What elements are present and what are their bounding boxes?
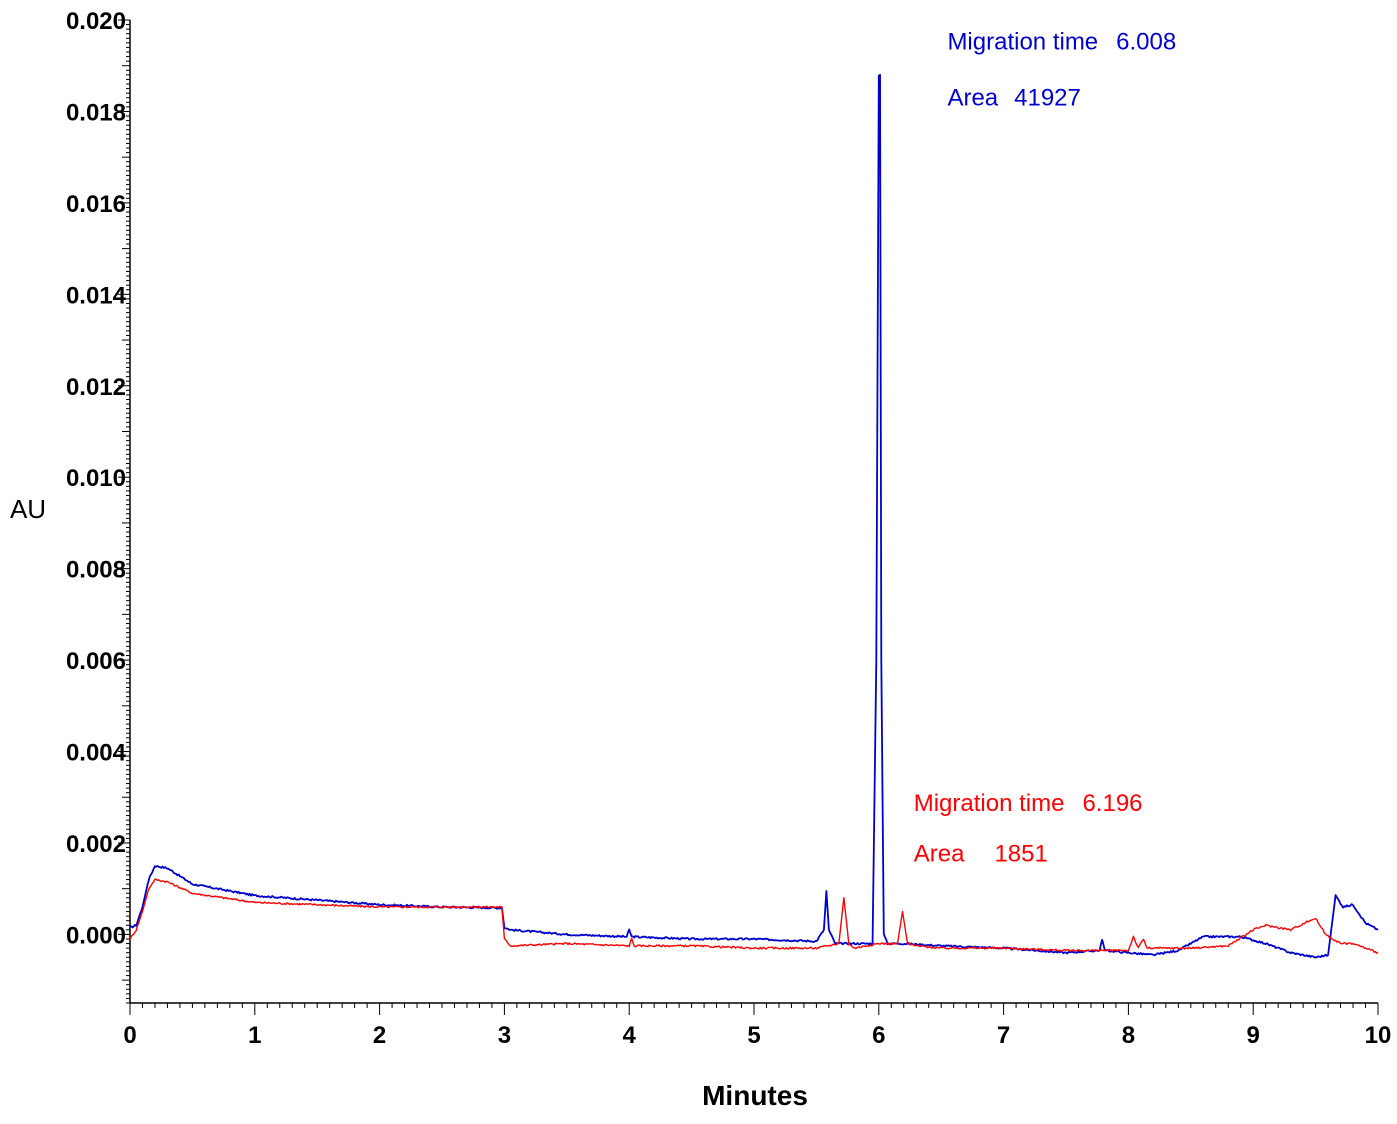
- y-tick-label: 0.020: [66, 8, 126, 35]
- annotations: Migration time 6.008 Area 41927 Migration ti…: [914, 29, 1176, 868]
- x-axis-title: Minutes: [702, 1080, 808, 1111]
- y-tick-label: 0.004: [66, 740, 127, 767]
- y-tick-label: 0.012: [66, 374, 126, 401]
- annotation-value: 41927: [1014, 84, 1081, 111]
- x-tick-label: 8: [1122, 1022, 1135, 1049]
- series-line-2: [129, 878, 1379, 954]
- y-tick-label: 0.000: [66, 922, 126, 949]
- x-tick-label: 10: [1365, 1022, 1392, 1049]
- y-axis-title: AU: [10, 494, 46, 524]
- annotation-value: 1851: [994, 840, 1047, 867]
- axes: 0 1 2 3 4 5 6 7 8 9 10 0.000 0.002 0.004 0.006 0.008 0.0…: [66, 8, 1391, 1049]
- annotation-text: Migration time 6.008: [947, 29, 1176, 56]
- y-tick-label: 0.002: [66, 831, 126, 858]
- x-tick-label: 1: [248, 1022, 261, 1049]
- y-tick-label: 0.018: [66, 99, 126, 126]
- y-tick-label: 0.014: [66, 282, 127, 309]
- y-tick-label: 0.008: [66, 557, 126, 584]
- annotation-label: Migration time: [914, 790, 1065, 817]
- annotation-text: Migration time 6.196: [914, 790, 1143, 817]
- y-tick-label: 0.016: [66, 191, 126, 218]
- annotation-label: Area: [947, 84, 998, 111]
- annotation-value: 6.008: [1116, 29, 1176, 56]
- x-tick-label: 5: [747, 1022, 760, 1049]
- x-tick-label: 2: [373, 1022, 386, 1049]
- x-tick-label: 7: [997, 1022, 1010, 1049]
- x-tick-label: 0: [123, 1022, 136, 1049]
- annotation-text: Area 41927: [947, 84, 1080, 111]
- x-tick-label: 4: [623, 1022, 637, 1049]
- x-tick-label: 9: [1247, 1022, 1260, 1049]
- annotation-label: Area: [914, 840, 965, 867]
- annotation-value: 6.196: [1082, 790, 1142, 817]
- annotation-label: Migration time: [947, 29, 1098, 56]
- y-tick-label: 0.006: [66, 648, 126, 675]
- y-tick-label: 0.010: [66, 465, 126, 492]
- x-tick-label: 6: [872, 1022, 885, 1049]
- plot-series: [129, 73, 1379, 959]
- series-line-1: [129, 73, 1379, 959]
- x-tick-label: 3: [498, 1022, 511, 1049]
- annotation-text: Area 1851: [914, 840, 1048, 867]
